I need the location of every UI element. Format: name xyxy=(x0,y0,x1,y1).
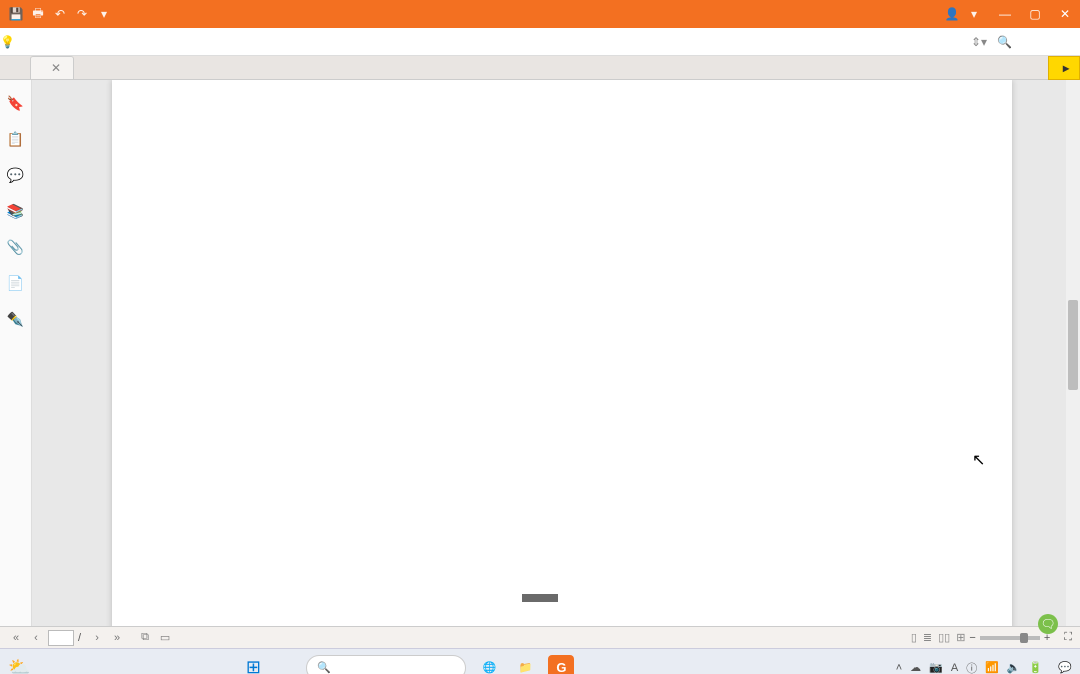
vertical-scrollbar[interactable] xyxy=(1066,80,1080,626)
user-icon[interactable]: 👤 xyxy=(944,6,960,22)
page-layout-icon[interactable]: ⧉ xyxy=(137,630,153,646)
pdf-page xyxy=(112,80,1012,626)
chrome-icon[interactable]: 🌐 xyxy=(476,655,502,674)
ribbon-collapse-icon[interactable]: ⇕▾ xyxy=(971,35,987,49)
account-chevron-icon[interactable]: ▾ xyxy=(966,6,982,22)
last-page-button[interactable]: » xyxy=(109,630,125,646)
print-icon[interactable]: 🖶 xyxy=(30,6,46,22)
comment-icon[interactable]: 💬 xyxy=(7,166,25,184)
quick-access-toolbar: 💾 🖶 ↶ ↷ ▾ xyxy=(0,6,120,22)
status-bar: « ‹ / › » ⧉ ▭ ▯ ≣ ▯▯ ⊞ − + ⛶ xyxy=(0,626,1080,648)
account-area: 👤 ▾ xyxy=(936,6,990,22)
continuous-icon[interactable]: ≣ xyxy=(923,631,932,644)
close-button[interactable]: ✕ xyxy=(1050,0,1080,28)
onedrive-icon[interactable]: ☁ xyxy=(910,661,921,674)
search-icon: 🔍 xyxy=(317,661,331,674)
reading-mode-icon[interactable]: ▭ xyxy=(157,630,173,646)
start-button[interactable]: ⊞ xyxy=(240,655,266,674)
next-page-button[interactable]: › xyxy=(89,630,105,646)
foxit-taskbar-icon[interactable]: G xyxy=(548,655,574,674)
page-navigator: « ‹ / › » ⧉ ▭ xyxy=(8,630,173,646)
page-sep: / xyxy=(78,632,81,644)
video-subtitle xyxy=(522,594,558,602)
undo-icon[interactable]: ↶ xyxy=(52,6,68,22)
find-input[interactable] xyxy=(1022,36,1072,48)
battery-icon[interactable]: 🔋 xyxy=(1029,661,1043,674)
page-thumb-icon[interactable]: 📄 xyxy=(7,274,25,292)
attachment-icon[interactable]: 📎 xyxy=(7,238,25,256)
foxit-info-banner[interactable]: ▸ xyxy=(1048,56,1080,80)
fullscreen-icon[interactable]: ⛶ xyxy=(1064,631,1072,644)
taskbar-search[interactable]: 🔍 xyxy=(306,655,466,674)
chevron-right-icon: ▸ xyxy=(1063,61,1069,75)
ribbon-menubar: 💡 ⇕▾ 🔍 xyxy=(0,28,1080,56)
window-titlebar: 💾 🖶 ↶ ↷ ▾ 👤 ▾ — ▢ ✕ xyxy=(0,0,1080,28)
wifi-icon[interactable]: 📶 xyxy=(985,661,999,674)
scrollbar-thumb[interactable] xyxy=(1068,300,1078,390)
ime-icon[interactable]: ⓘ xyxy=(966,660,977,674)
qat-more-icon[interactable]: ▾ xyxy=(96,6,112,22)
single-page-icon[interactable]: ▯ xyxy=(911,631,917,644)
minimize-button[interactable]: — xyxy=(990,0,1020,28)
zoom-out-button[interactable]: − xyxy=(969,632,975,644)
search-icon: 🔍 xyxy=(997,35,1012,49)
mouse-cursor-icon: ↖ xyxy=(972,450,985,470)
figure-svg xyxy=(352,98,772,518)
watermark: 🗨 xyxy=(1038,614,1064,634)
system-tray: ˄ ☁ 📷 A ⓘ 📶 🔈 🔋 💬 xyxy=(896,660,1072,674)
work-area: 🔖 📋 💬 📚 📎 📄 ✒️ ↖ xyxy=(0,80,1080,626)
windows-taskbar: ⛅ ⊞ 🔍 🌐 📁 G ˄ ☁ 📷 A ⓘ 📶 🔈 🔋 💬 xyxy=(0,648,1080,674)
continuous-facing-icon[interactable]: ⊞ xyxy=(956,631,965,644)
page-viewport[interactable]: ↖ xyxy=(32,80,1080,626)
menubar-right: ⇕▾ 🔍 xyxy=(971,35,1080,49)
tell-me-search[interactable]: 💡 xyxy=(0,35,21,49)
camera-icon[interactable]: 📷 xyxy=(929,661,943,674)
first-page-button[interactable]: « xyxy=(8,630,24,646)
volume-icon[interactable]: 🔈 xyxy=(1007,661,1021,674)
language-indicator[interactable]: A xyxy=(951,662,958,674)
redo-icon[interactable]: ↷ xyxy=(74,6,90,22)
bookmark-icon[interactable]: 🔖 xyxy=(7,94,25,112)
view-mode-icons: ▯ ≣ ▯▯ ⊞ xyxy=(911,631,966,644)
weather-icon[interactable]: ⛅ xyxy=(8,657,30,674)
notifications-icon[interactable]: 💬 xyxy=(1058,661,1072,674)
zoom-slider[interactable] xyxy=(980,636,1040,640)
lightbulb-icon: 💡 xyxy=(0,35,15,49)
start-tab[interactable] xyxy=(0,71,28,79)
signature-icon[interactable]: ✒️ xyxy=(7,310,25,328)
prev-page-button[interactable]: ‹ xyxy=(28,630,44,646)
explorer-icon[interactable]: 📁 xyxy=(512,655,538,674)
figure-container xyxy=(172,98,952,518)
page-input[interactable] xyxy=(48,630,74,646)
nav-sidebar: 🔖 📋 💬 📚 📎 📄 ✒️ xyxy=(0,80,32,626)
window-controls: — ▢ ✕ xyxy=(990,0,1080,28)
wechat-icon: 🗨 xyxy=(1038,614,1058,634)
save-icon[interactable]: 💾 xyxy=(8,6,24,22)
document-tab[interactable]: ✕ xyxy=(30,56,74,79)
maximize-button[interactable]: ▢ xyxy=(1020,0,1050,28)
tray-chevron-icon[interactable]: ˄ xyxy=(896,662,902,674)
facing-icon[interactable]: ▯▯ xyxy=(938,631,950,644)
layers-icon[interactable]: 📚 xyxy=(7,202,25,220)
document-tabstrip: ✕ ▸ xyxy=(0,56,1080,80)
clipboard-icon[interactable]: 📋 xyxy=(7,130,25,148)
tab-close-icon[interactable]: ✕ xyxy=(51,61,61,75)
